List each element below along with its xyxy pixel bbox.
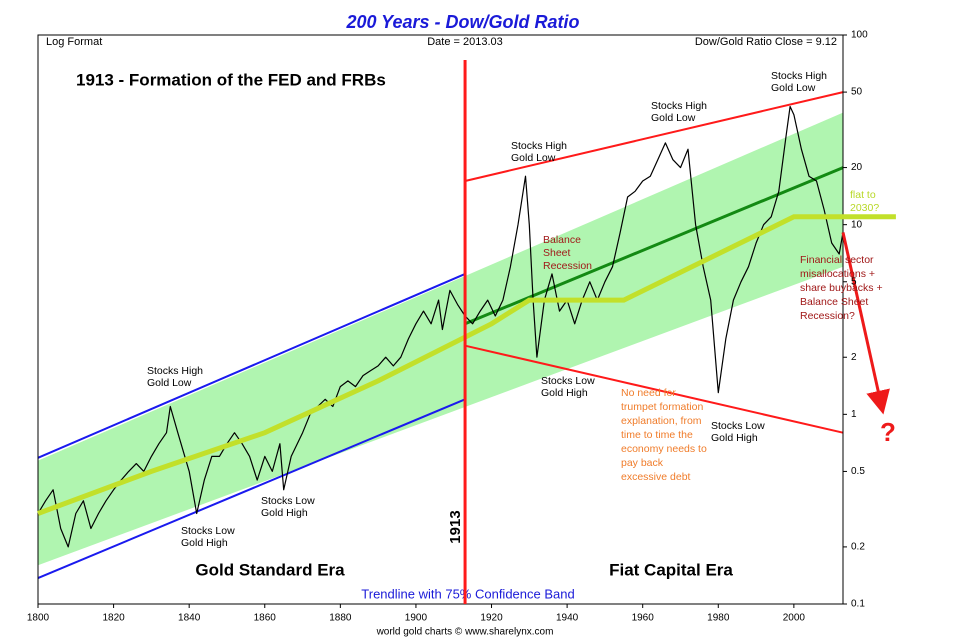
trend-line bbox=[37, 214, 896, 516]
annotation: share buybacks + bbox=[800, 282, 883, 294]
y-tick-label: 0.1 bbox=[851, 599, 865, 610]
forecast-arrow bbox=[841, 232, 890, 415]
annotation: misallocations + bbox=[800, 268, 875, 280]
trend-line bbox=[37, 398, 466, 580]
annotation: Recession? bbox=[800, 310, 855, 322]
annotation: Recession bbox=[543, 260, 592, 272]
annotation: Stocks Low bbox=[711, 420, 765, 432]
x-tick-label: 1920 bbox=[480, 613, 503, 624]
y-tick-label: 10 bbox=[851, 219, 863, 230]
annotation: excessive debt bbox=[621, 471, 691, 483]
trend-line bbox=[464, 344, 844, 434]
x-tick-label: 1900 bbox=[405, 613, 428, 624]
annotation: Financial sector bbox=[800, 254, 874, 266]
footer: Trendline with 75% Confidence Band bbox=[361, 586, 574, 601]
x-tick-label: 1800 bbox=[27, 613, 50, 624]
x-tick-label: 1960 bbox=[632, 613, 655, 624]
annotation: Gold Low bbox=[651, 112, 696, 124]
y-tick-label: 50 bbox=[851, 87, 863, 98]
annotation: explanation, from bbox=[621, 415, 702, 427]
annotation: 2030? bbox=[850, 202, 879, 214]
annotation: trumpet formation bbox=[621, 401, 703, 413]
credit: world gold charts © www.sharelynx.com bbox=[376, 627, 554, 638]
annotation: Gold High bbox=[541, 387, 588, 399]
annotation: Stocks High bbox=[651, 100, 707, 112]
y-tick-label: 5 bbox=[851, 276, 857, 287]
annotation: Gold Low bbox=[511, 152, 556, 164]
header-left: Log Format bbox=[46, 36, 102, 48]
annotation: flat to bbox=[850, 189, 876, 201]
annotation: economy needs to bbox=[621, 443, 707, 455]
annotation: Stocks High bbox=[147, 365, 203, 377]
y-tick-label: 0.5 bbox=[851, 466, 865, 477]
annotation: Gold Low bbox=[771, 82, 816, 94]
annotation: Stocks Low bbox=[261, 495, 315, 507]
annotation: Stocks High bbox=[771, 70, 827, 82]
annotation: Sheet bbox=[543, 247, 571, 259]
y-tick-label: 0.2 bbox=[851, 542, 865, 553]
x-tick-label: 1840 bbox=[178, 613, 201, 624]
y-tick-label: 2 bbox=[851, 352, 857, 363]
divider-label: 1913 bbox=[447, 510, 464, 543]
annotation: No need for bbox=[621, 387, 676, 399]
x-tick-label: 1860 bbox=[254, 613, 277, 624]
annotation: Gold High bbox=[181, 537, 228, 549]
ratio-line bbox=[37, 105, 844, 548]
era-label: Gold Standard Era bbox=[195, 560, 345, 579]
x-tick-label: 1980 bbox=[707, 613, 730, 624]
annotation: Stocks Low bbox=[181, 525, 235, 537]
trend-line bbox=[37, 272, 466, 459]
annotation: pay back bbox=[621, 457, 664, 469]
confidence-band bbox=[38, 112, 843, 566]
headline: 1913 - Formation of the FED and FRBs bbox=[76, 70, 386, 89]
trend-line bbox=[464, 166, 844, 326]
x-tick-label: 1820 bbox=[102, 613, 125, 624]
y-tick-label: 1 bbox=[851, 409, 857, 420]
header-mid: Date = 2013.03 bbox=[427, 36, 503, 48]
y-tick-label: 100 bbox=[851, 30, 868, 41]
annotation: Gold Low bbox=[147, 377, 192, 389]
annotation: Gold High bbox=[261, 507, 308, 519]
annotation: ? bbox=[880, 417, 896, 447]
annotation: Gold High bbox=[711, 432, 758, 444]
x-tick-label: 2000 bbox=[783, 613, 806, 624]
annotation: Balance bbox=[543, 234, 581, 246]
plot-frame bbox=[37, 34, 844, 605]
header-right: Dow/Gold Ratio Close = 9.12 bbox=[695, 36, 837, 48]
y-tick-label: 20 bbox=[851, 162, 863, 173]
chart-title: 200 Years - Dow/Gold Ratio bbox=[345, 12, 579, 32]
trend-line bbox=[464, 91, 844, 182]
era-label: Fiat Capital Era bbox=[609, 560, 733, 579]
annotation: Balance Sheet bbox=[800, 296, 868, 308]
annotation: Stocks Low bbox=[541, 375, 595, 387]
annotation: time to time the bbox=[621, 429, 693, 441]
x-tick-label: 1940 bbox=[556, 613, 579, 624]
annotation: Stocks High bbox=[511, 140, 567, 152]
plot-area bbox=[37, 91, 844, 580]
x-tick-label: 1880 bbox=[329, 613, 352, 624]
